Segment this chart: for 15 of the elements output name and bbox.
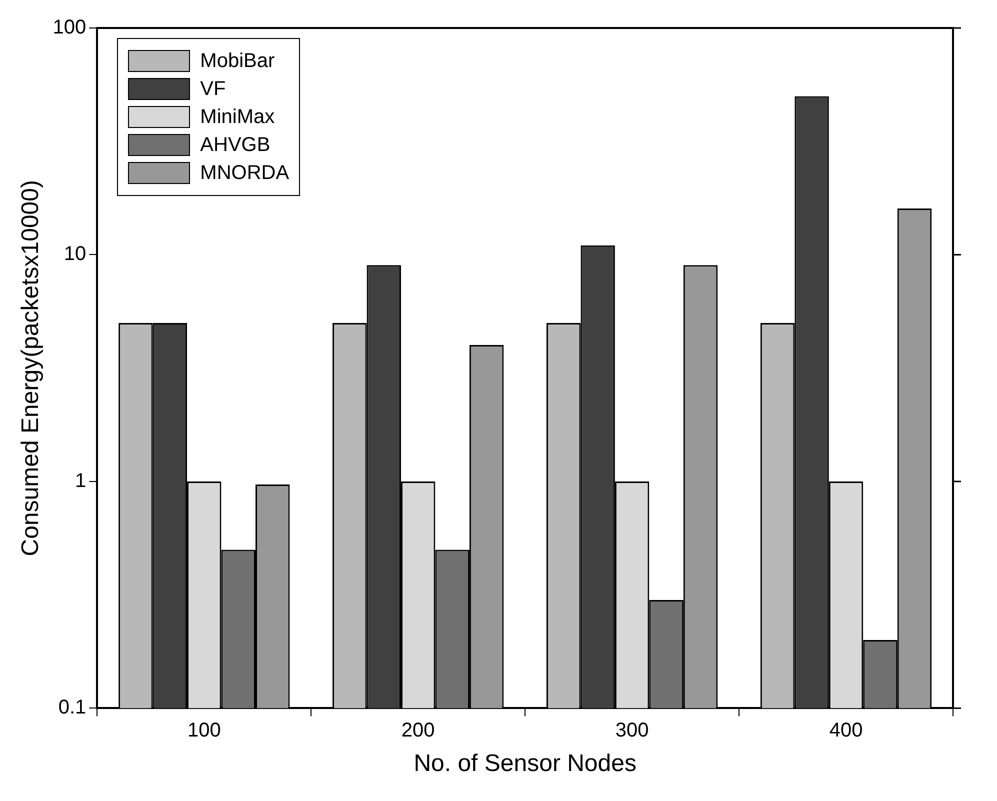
- x-axis-title: No. of Sensor Nodes: [414, 750, 636, 778]
- y-tick-label: 10: [64, 243, 86, 266]
- x-tick-label: 300: [615, 720, 649, 742]
- y-axis-title: Consumed Energy(packetsx10000): [17, 180, 44, 556]
- legend-label: VF: [200, 78, 226, 100]
- y-tick-label: 100: [52, 16, 86, 39]
- x-tick-label: 100: [187, 720, 221, 742]
- x-tick-label: 200: [401, 720, 435, 742]
- legend-label: MNORDA: [200, 162, 290, 184]
- y-tick-label: 1: [75, 470, 86, 492]
- x-tick-label: 400: [829, 720, 863, 742]
- legend-label: MiniMax: [200, 106, 275, 128]
- y-tick-label: 0.1: [58, 696, 86, 719]
- legend-label: MobiBar: [200, 50, 275, 72]
- legend-label: AHVGB: [200, 134, 270, 156]
